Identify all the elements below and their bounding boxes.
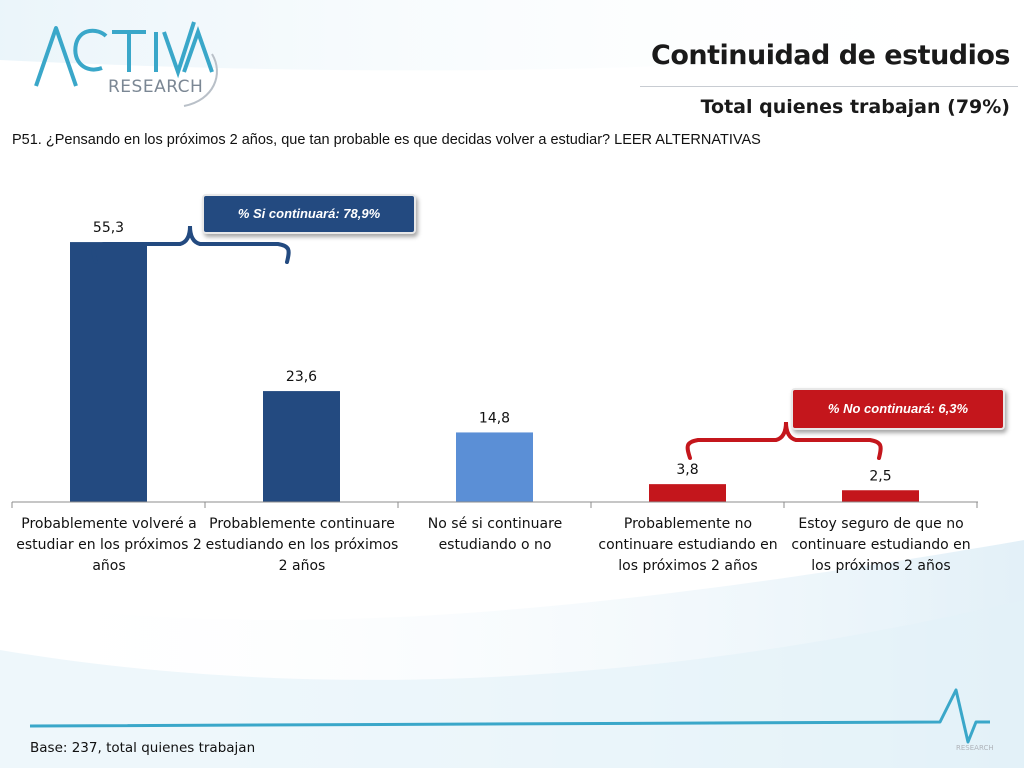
value-label: 2,5	[869, 468, 891, 484]
bar	[263, 391, 340, 502]
value-label: 23,6	[286, 369, 317, 385]
bracket-no	[685, 421, 883, 460]
callout-no-continuara: % No continuará: 6,3%	[791, 388, 1005, 430]
question-text: P51. ¿Pensando en los próximos 2 años, q…	[12, 132, 761, 148]
bar	[456, 432, 533, 502]
bar	[842, 490, 919, 502]
base-footnote: Base: 237, total quienes trabajan	[30, 740, 256, 756]
category-label: Probablemente no continuare estudiando e…	[598, 516, 778, 574]
category-label: No sé si continuare estudiando o no	[427, 516, 563, 553]
bracket-si	[91, 225, 291, 264]
bar	[649, 484, 726, 502]
category-label: Probablemente volveré a estudiar en los …	[16, 516, 202, 574]
category-label: Estoy seguro de que no continuare estudi…	[791, 516, 971, 574]
callout-si-continuara: % Si continuará: 78,9%	[202, 194, 416, 234]
value-label: 14,8	[479, 410, 510, 426]
bar	[70, 242, 147, 502]
page-subtitle: Total quienes trabajan (79%)	[700, 96, 1010, 118]
watermark: RESEARCH	[956, 744, 994, 752]
category-label: Probablemente continuare estudiando en l…	[205, 516, 399, 574]
value-label: 3,8	[676, 462, 698, 478]
activa-research-logo: RESEARCH	[34, 21, 218, 107]
value-label: 55,3	[93, 220, 124, 236]
logo-subtext: RESEARCH	[108, 77, 203, 97]
page-title: Continuidad de estudios	[651, 40, 1010, 71]
title-divider	[640, 86, 1018, 87]
